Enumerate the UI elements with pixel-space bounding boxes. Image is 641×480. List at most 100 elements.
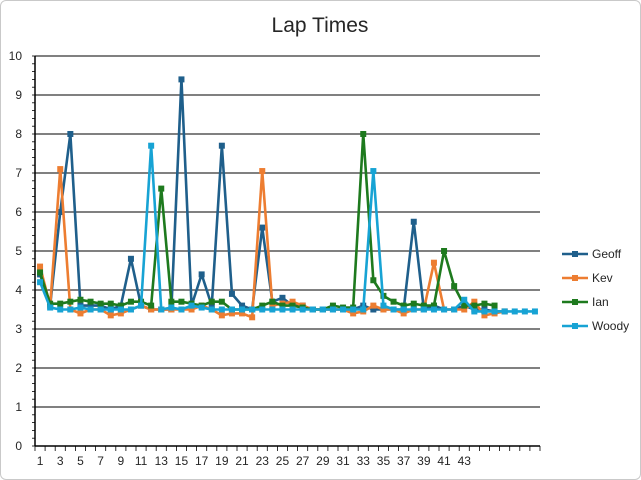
data-point — [208, 298, 215, 305]
data-point — [390, 306, 397, 313]
data-point — [239, 310, 246, 317]
data-point — [228, 310, 235, 317]
data-point — [37, 269, 44, 276]
x-tick-label: 7 — [97, 454, 104, 468]
data-point — [138, 302, 145, 309]
data-point — [87, 306, 94, 313]
data-point — [521, 308, 528, 315]
data-point — [390, 298, 397, 305]
data-point — [77, 310, 84, 317]
gridlines — [35, 55, 540, 408]
data-point — [218, 312, 225, 319]
x-tick-label: 27 — [296, 454, 310, 468]
data-point — [259, 224, 266, 231]
y-tick-label: 10 — [9, 49, 23, 63]
data-point — [239, 306, 246, 313]
x-tick-label: 3 — [57, 454, 64, 468]
data-point — [289, 302, 296, 309]
data-point — [410, 306, 417, 313]
data-point — [148, 142, 155, 149]
data-point — [148, 306, 155, 313]
data-point — [350, 306, 357, 313]
data-point — [410, 218, 417, 225]
y-tick-label: 6 — [15, 205, 22, 219]
data-point — [491, 308, 498, 315]
data-point — [259, 302, 266, 309]
data-point — [228, 290, 235, 297]
y-tick-label: 1 — [15, 400, 22, 414]
x-tick-label: 9 — [118, 454, 125, 468]
data-point — [249, 306, 256, 313]
data-point — [117, 302, 124, 309]
data-point — [67, 306, 74, 313]
data-point — [249, 314, 256, 321]
data-point — [370, 306, 377, 313]
y-tick-label: 0 — [15, 439, 22, 453]
x-tick-label: 25 — [276, 454, 290, 468]
data-point — [400, 306, 407, 313]
legend-marker — [572, 323, 578, 329]
data-point — [481, 300, 488, 307]
legend-label: Ian — [592, 295, 609, 309]
data-point — [481, 312, 488, 319]
legend-entry-kev: Kev — [562, 271, 613, 285]
x-tick-label: 17 — [195, 454, 209, 468]
data-point — [430, 306, 437, 313]
data-point — [279, 294, 286, 301]
legend-marker — [572, 275, 578, 281]
legend: Geoff Kev Ian Woody — [562, 247, 629, 333]
data-point — [370, 168, 377, 175]
data-point — [57, 306, 64, 313]
data-point — [198, 271, 205, 278]
x-tick-label: 21 — [235, 454, 249, 468]
y-tick-label: 3 — [15, 322, 22, 336]
data-point — [531, 308, 538, 315]
data-point — [57, 209, 64, 215]
data-point — [380, 306, 387, 313]
data-point — [269, 306, 276, 313]
x-tick-label: 29 — [316, 454, 330, 468]
data-point — [178, 298, 185, 305]
data-point — [218, 306, 225, 313]
data-point — [451, 283, 458, 290]
data-point — [461, 302, 468, 309]
x-tick-label: 5 — [77, 454, 84, 468]
x-tick-label: 23 — [256, 454, 270, 468]
x-tick-label: 39 — [417, 454, 431, 468]
data-point — [309, 306, 316, 313]
data-point — [77, 296, 84, 303]
data-point — [461, 296, 468, 303]
data-point — [360, 131, 367, 137]
data-point — [127, 306, 134, 313]
series-line — [38, 78, 505, 313]
data-point — [491, 302, 498, 309]
data-point — [441, 306, 448, 313]
x-tick-label: 11 — [135, 454, 148, 468]
data-point — [430, 259, 437, 266]
data-point — [107, 300, 114, 307]
x-tick-label: 15 — [175, 454, 189, 468]
data-point — [218, 298, 225, 305]
data-point — [67, 298, 74, 305]
data-point — [107, 312, 114, 319]
data-point — [259, 168, 266, 175]
data-point — [471, 302, 478, 309]
data-point — [451, 306, 458, 313]
x-tick-label: 35 — [377, 454, 391, 468]
data-point — [329, 302, 336, 309]
series-group — [37, 76, 538, 321]
series-woody — [37, 142, 538, 315]
x-tick-label: 1 — [37, 454, 44, 468]
data-point — [47, 300, 54, 307]
data-point — [107, 306, 114, 313]
chart-title: Lap Times — [272, 14, 369, 37]
data-point — [269, 298, 276, 305]
legend-entry-geoff: Geoff — [562, 247, 622, 261]
x-tick-label: 37 — [397, 454, 411, 468]
y-tick-label: 4 — [15, 283, 22, 297]
data-point — [57, 166, 64, 173]
data-point — [289, 298, 296, 305]
legend-marker — [572, 251, 578, 257]
data-point — [511, 308, 518, 315]
